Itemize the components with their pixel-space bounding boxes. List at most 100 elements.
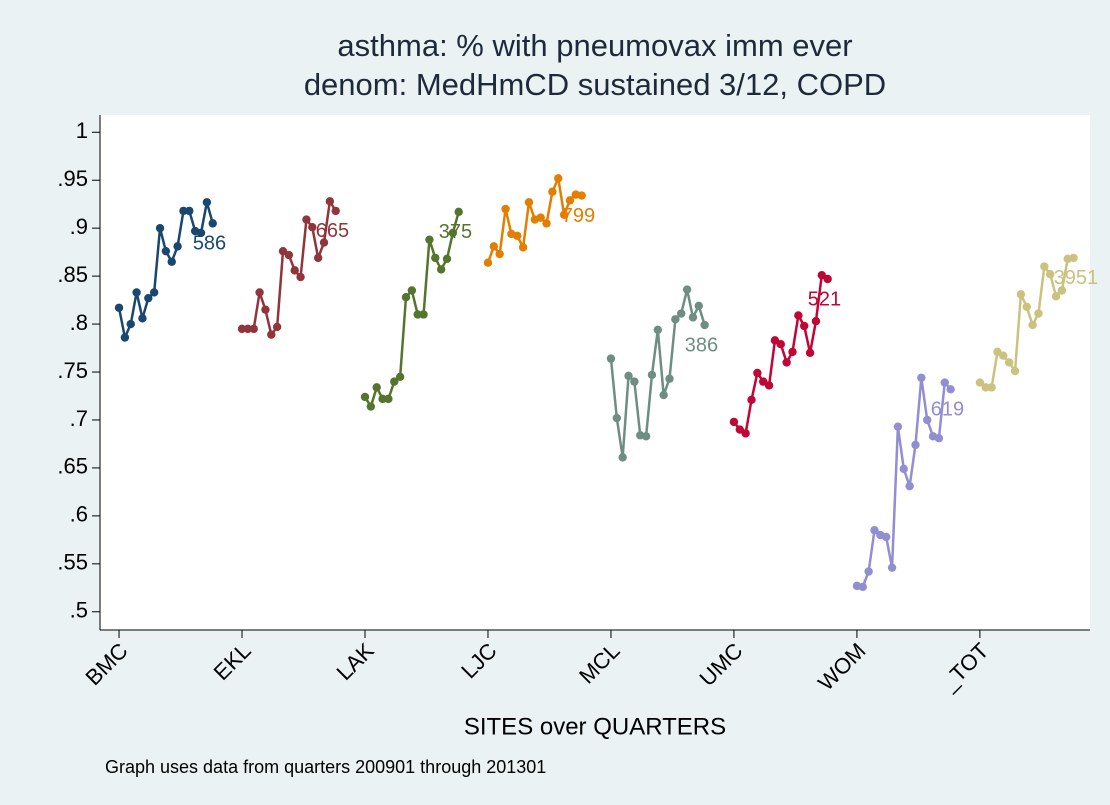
marker	[870, 526, 879, 535]
marker	[1069, 253, 1078, 263]
marker	[407, 286, 417, 295]
marker	[800, 321, 809, 331]
y-tick-label: .7	[70, 406, 88, 431]
y-tick-label: .8	[70, 310, 88, 335]
marker	[1034, 309, 1043, 318]
marker	[612, 413, 622, 423]
marker	[126, 319, 135, 329]
marker-label: 799	[562, 205, 595, 227]
marker	[267, 330, 276, 339]
marker	[272, 322, 282, 332]
marker	[167, 257, 176, 266]
y-tick-label: .6	[70, 502, 88, 527]
marker	[548, 187, 557, 196]
marker	[776, 340, 785, 349]
marker	[290, 266, 299, 275]
marker	[401, 293, 411, 302]
marker	[922, 415, 932, 425]
marker	[577, 191, 586, 200]
marker	[653, 325, 663, 335]
marker	[436, 265, 446, 274]
marker	[1016, 290, 1026, 299]
y-tick-label: .5	[70, 598, 88, 623]
marker	[378, 394, 387, 404]
marker	[747, 395, 756, 405]
marker	[161, 246, 171, 256]
marker	[805, 348, 815, 358]
y-tick-label: 1	[76, 118, 88, 143]
marker	[671, 315, 680, 324]
marker	[899, 464, 908, 474]
marker	[782, 358, 791, 367]
marker	[454, 207, 463, 217]
marker	[196, 228, 206, 238]
marker	[360, 392, 370, 402]
marker	[284, 250, 294, 260]
marker	[764, 381, 774, 390]
marker	[518, 243, 528, 252]
marker	[261, 305, 270, 314]
marker	[659, 390, 668, 400]
marker	[313, 253, 323, 263]
marker	[173, 242, 182, 251]
marker	[975, 378, 985, 387]
marker	[677, 309, 686, 318]
marker	[542, 219, 551, 228]
marker	[431, 253, 440, 263]
marker	[149, 288, 159, 297]
x-axis-label: SITES over QUARTERS	[464, 713, 726, 740]
marker	[366, 402, 376, 411]
marker	[319, 238, 329, 247]
marker	[185, 206, 194, 216]
marker	[237, 324, 247, 334]
marker	[390, 377, 399, 386]
marker	[1004, 358, 1014, 367]
marker	[138, 314, 147, 323]
marker	[682, 285, 692, 294]
chart-title: asthma: % with pneumovax imm ever	[337, 28, 852, 63]
marker	[495, 249, 504, 259]
marker-label: 375	[439, 221, 472, 243]
marker	[893, 422, 903, 431]
marker	[887, 563, 897, 572]
marker	[559, 210, 569, 219]
marker	[618, 453, 627, 462]
marker	[1057, 286, 1067, 295]
plot-area	[100, 115, 1090, 630]
marker	[940, 378, 949, 387]
marker	[524, 198, 534, 207]
marker	[325, 197, 335, 206]
marker	[296, 272, 305, 282]
marker-label: 521	[808, 288, 841, 310]
marker	[999, 351, 1008, 360]
marker	[946, 385, 955, 394]
marker	[694, 301, 704, 311]
marker-label: 386	[685, 334, 718, 356]
marker	[243, 324, 253, 334]
marker	[483, 258, 493, 267]
marker	[114, 303, 124, 312]
marker	[647, 370, 657, 380]
marker	[981, 383, 990, 392]
marker	[554, 174, 563, 183]
note: Graph uses data from quarters 200901 thr…	[105, 757, 546, 777]
marker	[788, 347, 797, 357]
marker	[1028, 320, 1037, 330]
chart-title: denom: MedHmCD sustained 3/12, COPD	[304, 67, 886, 102]
y-tick-label: .95	[57, 166, 88, 191]
marker	[448, 228, 458, 238]
y-tick-label: .55	[57, 550, 88, 575]
y-tick-label: .75	[57, 358, 88, 383]
marker	[442, 254, 452, 264]
marker	[882, 532, 891, 542]
marker	[641, 432, 651, 441]
marker	[917, 373, 926, 382]
marker	[202, 198, 212, 207]
y-tick-label: .65	[57, 454, 88, 479]
marker	[331, 206, 340, 216]
marker	[395, 372, 405, 382]
marker-label: 586	[193, 233, 226, 255]
marker	[934, 433, 944, 443]
